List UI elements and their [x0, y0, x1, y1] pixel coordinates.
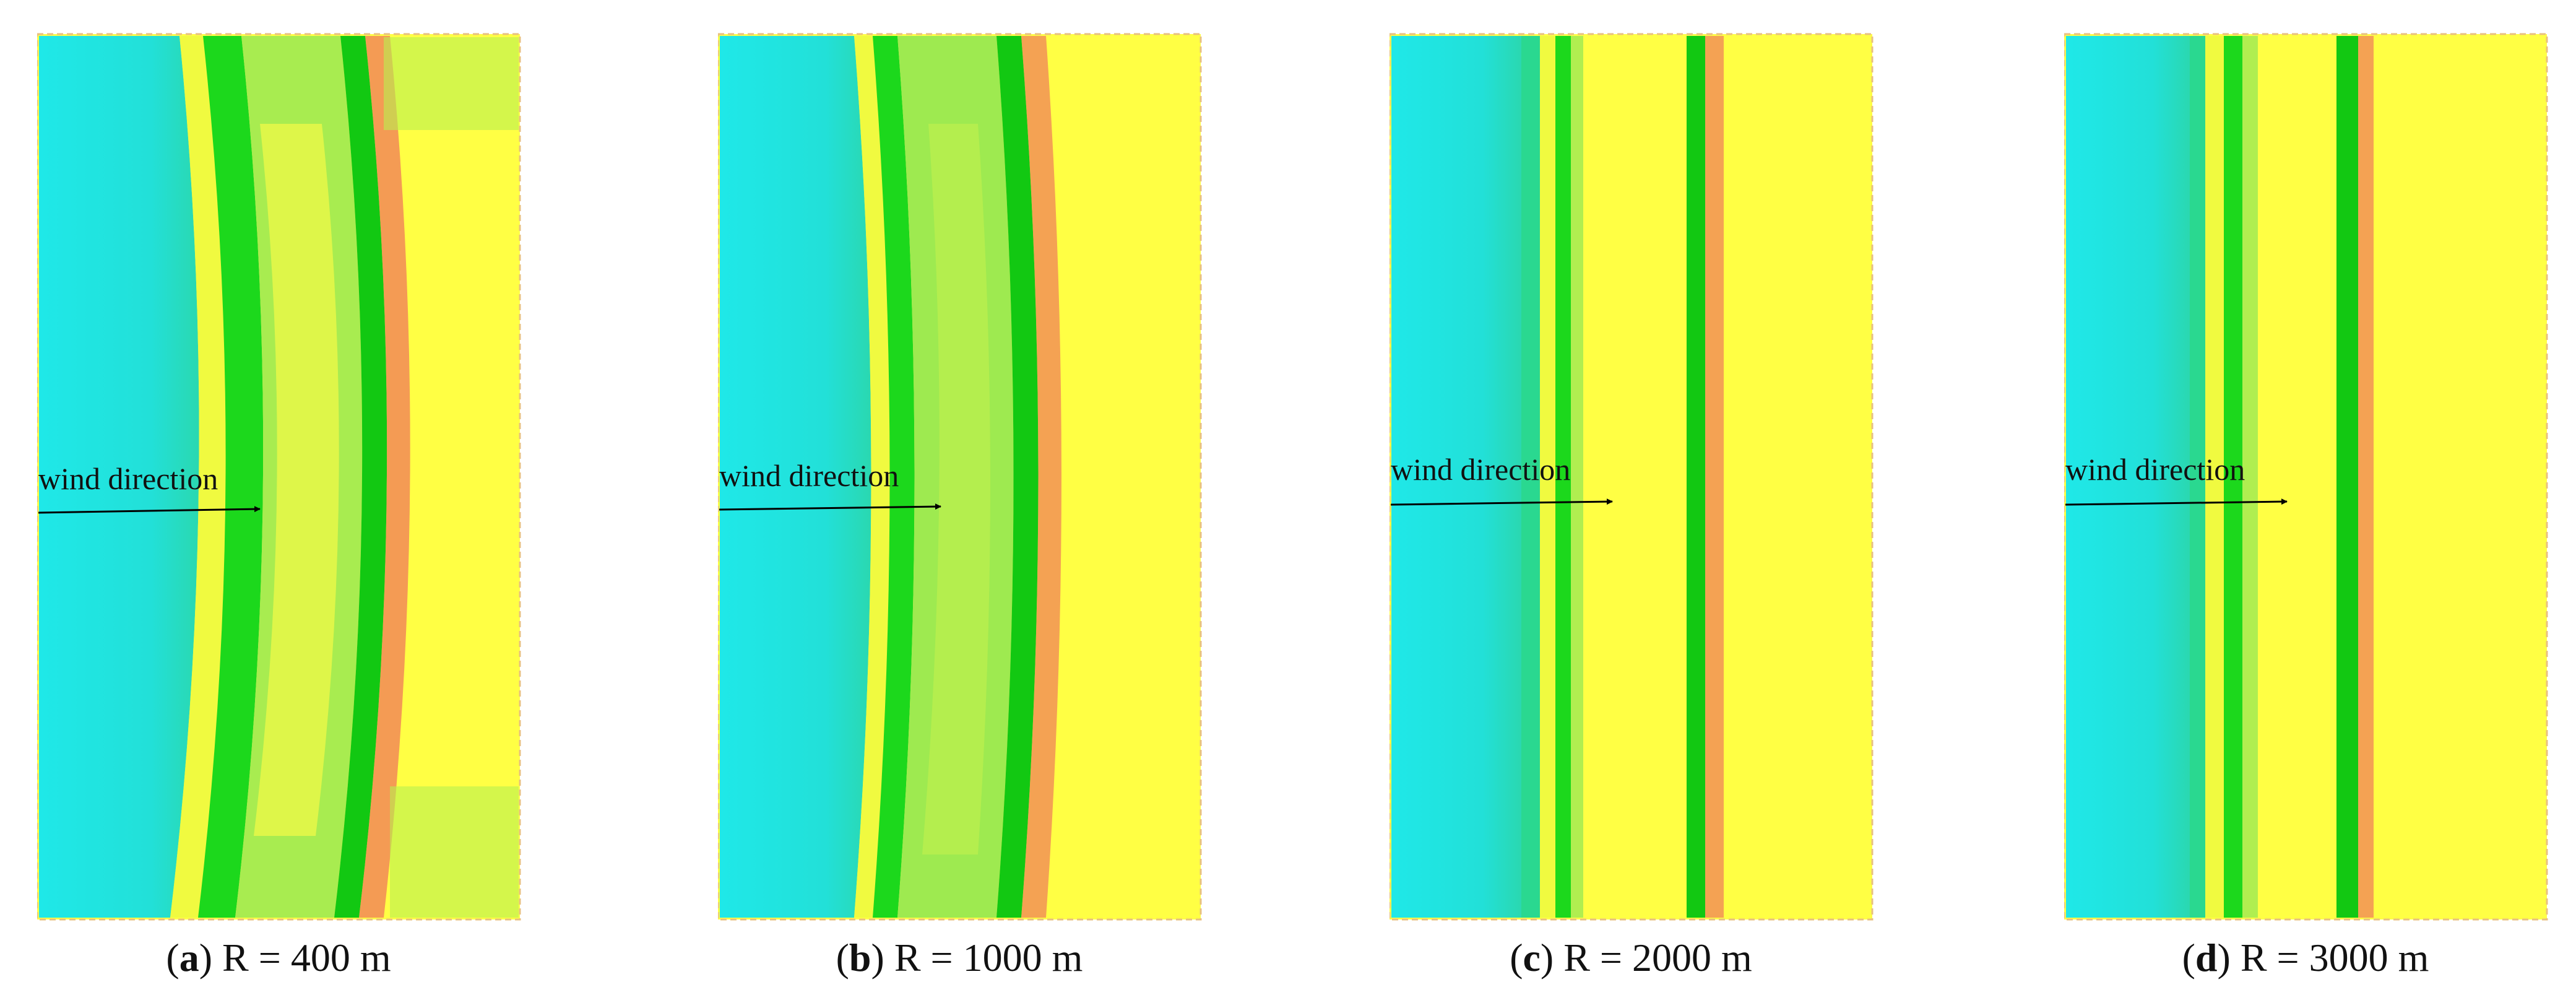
contour-plot-d: wind direction [2064, 33, 2548, 921]
wind-direction-label: wind direction [1391, 452, 1570, 487]
wind-direction-label: wind direction [719, 458, 899, 493]
panel-d: wind direction (d) R = 3000 m [2064, 0, 2576, 1000]
panel-caption: (c) R = 2000 m [1510, 936, 1752, 980]
panel-caption: (d) R = 3000 m [2182, 936, 2429, 980]
contour-plot-b: wind direction [718, 33, 1202, 921]
panel-c: wind direction (c) R = 2000 m [1390, 0, 1947, 1000]
panel-a: wind direction (a) R = 400 m [37, 0, 594, 1000]
panel-b: wind direction (b) R = 1000 m [718, 0, 1275, 1000]
wind-direction-arrow [1390, 498, 1613, 506]
contour-plot-a: wind direction [37, 33, 521, 921]
wind-direction-arrow [719, 503, 941, 511]
wind-direction-arrow [38, 506, 261, 514]
panel-caption: (b) R = 1000 m [836, 936, 1083, 980]
wind-direction-label: wind direction [38, 461, 218, 496]
wind-direction-arrow [2065, 498, 2288, 506]
contour-plot-c: wind direction [1390, 33, 1874, 921]
panel-caption: (a) R = 400 m [166, 936, 391, 980]
wind-direction-label: wind direction [2065, 452, 2245, 487]
